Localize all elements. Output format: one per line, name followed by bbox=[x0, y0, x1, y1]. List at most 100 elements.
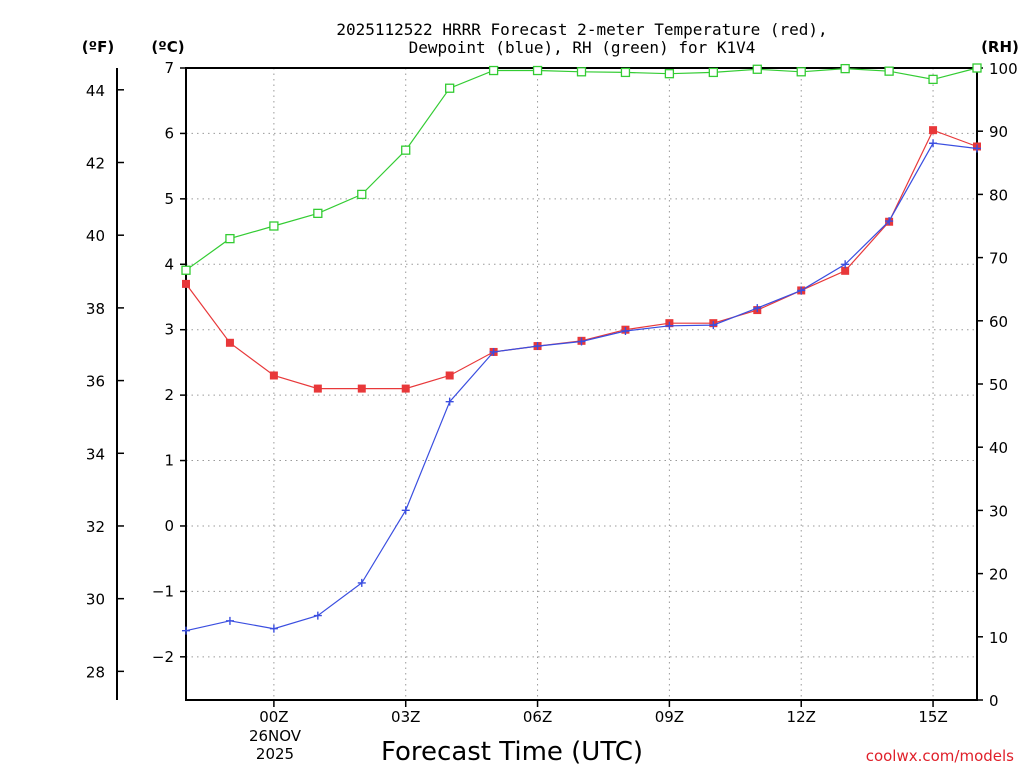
temperature-point bbox=[357, 384, 366, 393]
fahrenheit-tick-label: 42 bbox=[86, 155, 105, 173]
time-tick-label: 00Z bbox=[259, 708, 288, 726]
fahrenheit-tick-label: 36 bbox=[86, 373, 105, 391]
celsius-tick-label: −1 bbox=[152, 582, 174, 600]
time-tick-label: 12Z bbox=[787, 708, 816, 726]
dewpoint-point bbox=[929, 139, 938, 148]
date-label-year: 2025 bbox=[256, 745, 294, 763]
x-axis-label: Forecast Time (UTC) bbox=[381, 737, 643, 767]
temperature-point bbox=[929, 126, 938, 135]
rh-point bbox=[972, 63, 982, 73]
rh-axis: 0 10 20 30 40 50 60 70 80 90 100 bbox=[977, 60, 1018, 710]
temperature-point bbox=[182, 279, 190, 288]
dewpoint-point bbox=[841, 260, 850, 269]
rh-tick-label: 40 bbox=[989, 439, 1008, 457]
fahrenheit-tick-label: 40 bbox=[86, 227, 105, 245]
rh-point bbox=[840, 63, 850, 74]
dewpoint-point bbox=[357, 578, 366, 587]
dewpoint-point bbox=[577, 337, 586, 346]
dewpoint-point bbox=[885, 217, 894, 226]
rh-line bbox=[185, 67, 978, 271]
chart-title-line-1: 2025112522 HRRR Forecast 2-meter Tempera… bbox=[336, 20, 827, 39]
rh-tick-label: 100 bbox=[989, 60, 1018, 78]
time-tick-label: 15Z bbox=[918, 708, 947, 726]
celsius-tick-label: 1 bbox=[164, 452, 174, 470]
rh-tick-label: 90 bbox=[989, 123, 1008, 141]
dewpoint-point bbox=[797, 286, 806, 295]
rh-point bbox=[488, 65, 499, 76]
dewpoint-point bbox=[313, 611, 322, 620]
dewpoint-point bbox=[973, 144, 981, 153]
credit-text: coolwx.com/models bbox=[866, 747, 1014, 765]
rh-point bbox=[708, 67, 718, 78]
dewpoint-point bbox=[665, 321, 674, 330]
temperature-point bbox=[401, 384, 410, 393]
rh-point bbox=[884, 66, 894, 76]
rh-point bbox=[269, 221, 279, 231]
fahrenheit-tick-label: 34 bbox=[86, 445, 105, 463]
dewpoint-point bbox=[489, 347, 498, 356]
temperature-line bbox=[185, 129, 978, 390]
rh-point bbox=[752, 64, 762, 74]
rh-tick-label: 30 bbox=[989, 502, 1008, 520]
plot-frame bbox=[185, 67, 978, 701]
rh-point bbox=[928, 74, 938, 85]
fahrenheit-tick-label: 28 bbox=[86, 663, 105, 681]
rh-point bbox=[445, 83, 455, 93]
celsius-tick-label: −2 bbox=[152, 648, 174, 666]
fahrenheit-tick-label: 44 bbox=[86, 82, 105, 100]
time-tick-label: 03Z bbox=[391, 708, 420, 726]
celsius-tick-label: 4 bbox=[164, 255, 174, 273]
time-axis: 00Z 03Z 06Z 09Z 12Z 15Z bbox=[259, 700, 948, 726]
fahrenheit-tick-label: 38 bbox=[86, 300, 105, 318]
celsius-tick-label: 5 bbox=[164, 190, 174, 208]
fahrenheit-tick-label: 30 bbox=[86, 591, 105, 609]
rh-tick-label: 10 bbox=[989, 629, 1008, 647]
temperature-point bbox=[269, 371, 278, 380]
rh-point bbox=[225, 233, 235, 244]
dewpoint-point bbox=[401, 506, 410, 515]
time-tick-label: 09Z bbox=[655, 708, 684, 726]
rh-tick-label: 70 bbox=[989, 250, 1008, 268]
fahrenheit-axis: 28 30 32 34 36 38 40 42 44 bbox=[86, 82, 124, 681]
rh-point bbox=[620, 67, 631, 78]
celsius-tick-label: 3 bbox=[164, 321, 174, 339]
rh-point bbox=[313, 208, 323, 219]
temperature-point bbox=[445, 371, 454, 380]
rh-tick-label: 80 bbox=[989, 186, 1008, 204]
dewpoint-point bbox=[225, 616, 234, 625]
series-layer bbox=[181, 63, 982, 635]
dewpoint-point bbox=[753, 304, 762, 313]
celsius-tick-label: 2 bbox=[164, 386, 174, 404]
dewpoint-line bbox=[185, 142, 978, 632]
fahrenheit-tick-label: 32 bbox=[86, 518, 105, 536]
dewpoint-point bbox=[445, 397, 454, 406]
temperature-point bbox=[841, 266, 850, 275]
date-label-day: 26NOV bbox=[249, 727, 302, 745]
rh-point bbox=[181, 265, 191, 275]
rh-point bbox=[532, 65, 543, 76]
rh-point bbox=[664, 69, 675, 79]
celsius-tick-label: 7 bbox=[164, 59, 174, 77]
celsius-axis: −2 −1 0 1 2 3 4 5 6 7 bbox=[152, 59, 186, 666]
rh-unit-label: (RH) bbox=[981, 38, 1019, 56]
celsius-tick-label: 0 bbox=[164, 517, 174, 535]
celsius-unit-label: (ºC) bbox=[151, 38, 184, 56]
chart-title-line-2: Dewpoint (blue), RH (green) for K1V4 bbox=[409, 38, 756, 57]
dewpoint-point bbox=[533, 342, 542, 351]
rh-point bbox=[796, 67, 806, 77]
time-tick-label: 06Z bbox=[523, 708, 552, 726]
rh-point bbox=[357, 189, 367, 200]
dewpoint-point bbox=[709, 321, 718, 330]
celsius-tick-label: 6 bbox=[164, 124, 174, 142]
rh-tick-label: 0 bbox=[989, 692, 999, 710]
rh-point bbox=[401, 145, 411, 155]
dewpoint-point bbox=[621, 327, 630, 336]
temperature-point bbox=[225, 338, 234, 347]
rh-tick-label: 60 bbox=[989, 313, 1008, 331]
rh-point bbox=[576, 67, 587, 77]
dewpoint-point bbox=[269, 624, 278, 633]
dewpoint-point bbox=[182, 626, 190, 635]
rh-tick-label: 50 bbox=[989, 376, 1008, 394]
fahrenheit-unit-label: (ºF) bbox=[82, 38, 114, 56]
